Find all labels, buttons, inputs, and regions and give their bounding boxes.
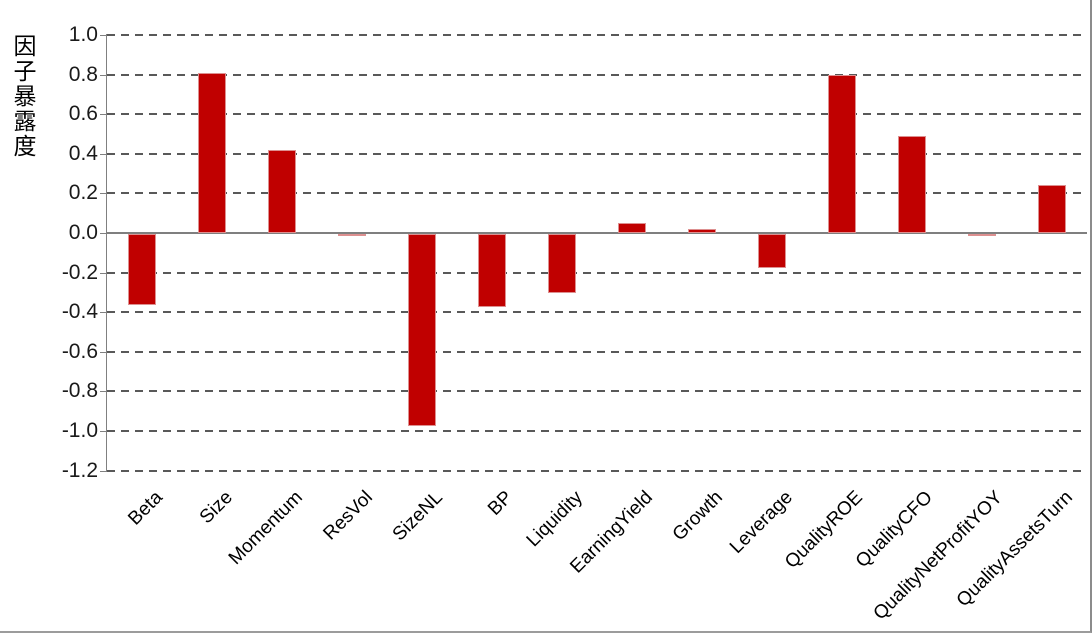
y-tick-label: -0.4 bbox=[61, 300, 98, 323]
gridline bbox=[107, 153, 1087, 155]
bar-bp bbox=[478, 234, 506, 307]
y-tick-label: 0.4 bbox=[68, 142, 98, 165]
y-tick-label: -1.2 bbox=[61, 459, 98, 482]
y-axis-tick bbox=[100, 35, 107, 36]
bar-qualitycfo bbox=[898, 136, 926, 233]
bar-beta bbox=[128, 234, 156, 305]
y-tick-label: 0.0 bbox=[68, 221, 98, 244]
bar-qualitynetprofityoy bbox=[968, 234, 996, 236]
y-axis-tick bbox=[100, 312, 107, 313]
bar-growth bbox=[688, 229, 716, 233]
y-axis-line bbox=[106, 34, 107, 471]
y-axis-tick bbox=[100, 233, 107, 234]
y-axis-tick bbox=[100, 75, 107, 76]
y-axis-tick bbox=[100, 431, 107, 432]
gridline bbox=[107, 74, 1087, 76]
gridline bbox=[107, 390, 1087, 392]
y-axis-tick bbox=[100, 154, 107, 155]
gridline bbox=[107, 272, 1087, 274]
y-axis-tick bbox=[100, 391, 107, 392]
y-tick-label: -0.8 bbox=[61, 379, 98, 402]
y-axis-tick bbox=[100, 471, 107, 472]
y-axis-tick bbox=[100, 352, 107, 353]
gridline bbox=[107, 34, 1087, 36]
gridline bbox=[107, 113, 1087, 115]
y-tick-label: -1.0 bbox=[61, 419, 98, 442]
gridline bbox=[107, 351, 1087, 353]
gridline bbox=[107, 192, 1087, 194]
bar-size bbox=[198, 73, 226, 233]
zero-axis-line bbox=[107, 232, 1087, 234]
bar-sizenl bbox=[408, 234, 436, 426]
y-tick-label: 1.0 bbox=[68, 23, 98, 46]
y-tick-label: 0.2 bbox=[68, 181, 98, 204]
y-axis-tick bbox=[100, 193, 107, 194]
bar-liquidity bbox=[548, 234, 576, 293]
y-axis-tick bbox=[100, 114, 107, 115]
y-tick-label: 0.6 bbox=[68, 102, 98, 125]
gridline bbox=[107, 430, 1087, 432]
bar-momentum bbox=[268, 150, 296, 233]
y-axis-title: 因子暴露度 bbox=[10, 34, 36, 159]
y-tick-label: -0.2 bbox=[61, 261, 98, 284]
bar-earningyield bbox=[618, 223, 646, 233]
y-tick-label: -0.6 bbox=[61, 340, 98, 363]
y-axis-tick bbox=[100, 273, 107, 274]
bar-resvol bbox=[338, 234, 366, 236]
gridline bbox=[107, 311, 1087, 313]
bar-leverage bbox=[758, 234, 786, 268]
bar-qualityroe bbox=[828, 75, 856, 233]
gridline bbox=[107, 470, 1087, 472]
y-tick-label: 0.8 bbox=[68, 63, 98, 86]
bar-qualityassetsturn bbox=[1038, 185, 1066, 233]
x-category-label: Beta bbox=[124, 487, 167, 530]
